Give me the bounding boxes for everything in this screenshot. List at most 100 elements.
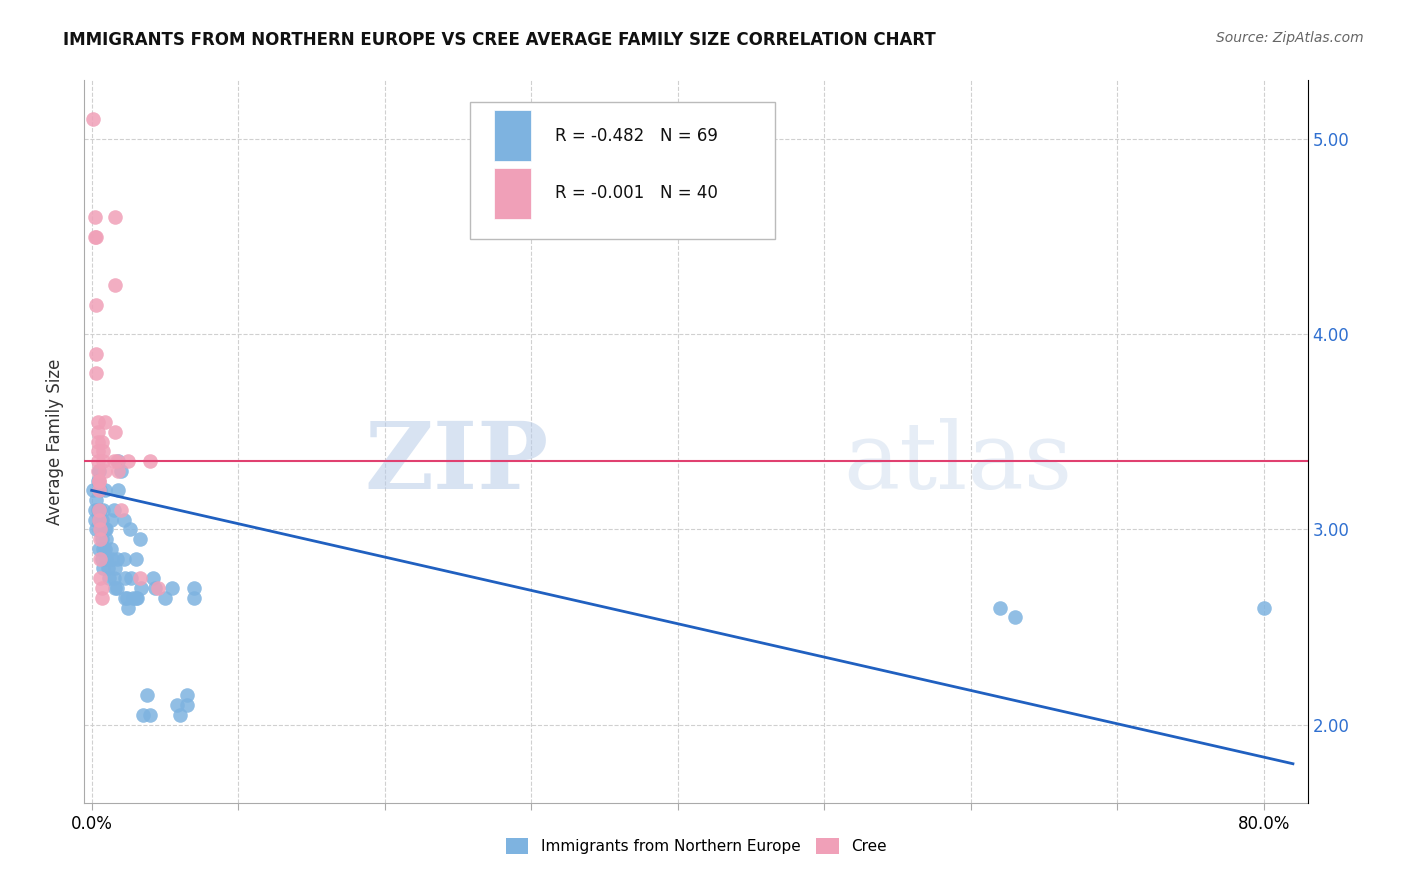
Point xyxy=(93,561,115,575)
Legend: Immigrants from Northern Europe, Cree: Immigrants from Northern Europe, Cree xyxy=(499,832,893,860)
Point xyxy=(121,591,143,605)
Point xyxy=(120,571,142,585)
Point xyxy=(87,503,110,517)
Point xyxy=(83,513,105,527)
Point xyxy=(103,503,125,517)
Point xyxy=(142,571,165,585)
FancyBboxPatch shape xyxy=(494,111,531,161)
Point xyxy=(89,523,111,537)
Point xyxy=(87,474,110,488)
Point xyxy=(107,464,129,478)
Point xyxy=(86,503,108,517)
Point xyxy=(94,523,117,537)
Point xyxy=(124,591,146,605)
Point xyxy=(112,551,135,566)
Point xyxy=(86,434,108,449)
Point xyxy=(139,707,162,722)
Text: atlas: atlas xyxy=(842,418,1071,508)
Point xyxy=(127,591,149,605)
Point xyxy=(93,444,115,458)
Point xyxy=(114,571,136,585)
Point xyxy=(87,513,110,527)
Point xyxy=(84,298,107,312)
Point xyxy=(1253,600,1275,615)
Point xyxy=(110,503,132,517)
Point xyxy=(96,523,118,537)
Point xyxy=(87,483,110,498)
Point xyxy=(101,551,124,566)
Point xyxy=(105,581,128,595)
Point xyxy=(103,454,125,468)
Point xyxy=(104,425,127,439)
Point xyxy=(87,513,110,527)
Point xyxy=(143,581,166,595)
FancyBboxPatch shape xyxy=(470,102,776,239)
Point xyxy=(91,551,114,566)
Point xyxy=(84,493,107,508)
Point xyxy=(86,474,108,488)
Point xyxy=(118,523,141,537)
Point xyxy=(129,571,152,585)
Point xyxy=(94,483,117,498)
Point xyxy=(115,591,138,605)
Point xyxy=(104,210,127,224)
Point xyxy=(176,689,198,703)
Point xyxy=(94,541,117,556)
Point xyxy=(100,513,122,527)
Point xyxy=(93,454,115,468)
Point xyxy=(89,523,111,537)
Text: R = -0.482   N = 69: R = -0.482 N = 69 xyxy=(555,127,718,145)
Point xyxy=(132,707,155,722)
Point xyxy=(98,571,121,585)
Point xyxy=(89,483,111,498)
Point xyxy=(112,513,135,527)
Point xyxy=(87,474,110,488)
Point xyxy=(89,532,111,546)
Point xyxy=(176,698,198,713)
Point xyxy=(169,707,191,722)
Point xyxy=(183,581,205,595)
Point xyxy=(107,483,129,498)
Point xyxy=(105,551,128,566)
Point xyxy=(93,541,115,556)
Point xyxy=(87,541,110,556)
Point xyxy=(91,513,114,527)
Point xyxy=(183,591,205,605)
Point xyxy=(84,346,107,360)
Point xyxy=(83,210,105,224)
Point xyxy=(83,503,105,517)
Point xyxy=(107,454,129,468)
Point xyxy=(96,532,118,546)
Point xyxy=(166,698,188,713)
Point xyxy=(91,532,114,546)
Point xyxy=(86,425,108,439)
Point xyxy=(94,415,117,429)
Point xyxy=(97,561,120,575)
Point xyxy=(153,591,176,605)
Point xyxy=(129,532,152,546)
Point xyxy=(93,503,115,517)
Point xyxy=(136,689,159,703)
Point xyxy=(82,483,104,498)
Point xyxy=(84,523,107,537)
Point xyxy=(96,551,118,566)
Point xyxy=(110,464,132,478)
Point xyxy=(87,464,110,478)
Point xyxy=(89,503,111,517)
Text: Source: ZipAtlas.com: Source: ZipAtlas.com xyxy=(1216,31,1364,45)
Text: ZIP: ZIP xyxy=(366,418,550,508)
Point xyxy=(84,229,107,244)
Point xyxy=(94,464,117,478)
Point xyxy=(139,454,162,468)
Point xyxy=(146,581,169,595)
Y-axis label: Average Family Size: Average Family Size xyxy=(45,359,63,524)
Point xyxy=(100,541,122,556)
Point xyxy=(91,434,114,449)
Point xyxy=(91,591,114,605)
Point xyxy=(114,591,136,605)
Point xyxy=(89,551,111,566)
Point xyxy=(1004,610,1026,624)
Point xyxy=(86,454,108,468)
Point xyxy=(83,229,105,244)
Point xyxy=(89,571,111,585)
